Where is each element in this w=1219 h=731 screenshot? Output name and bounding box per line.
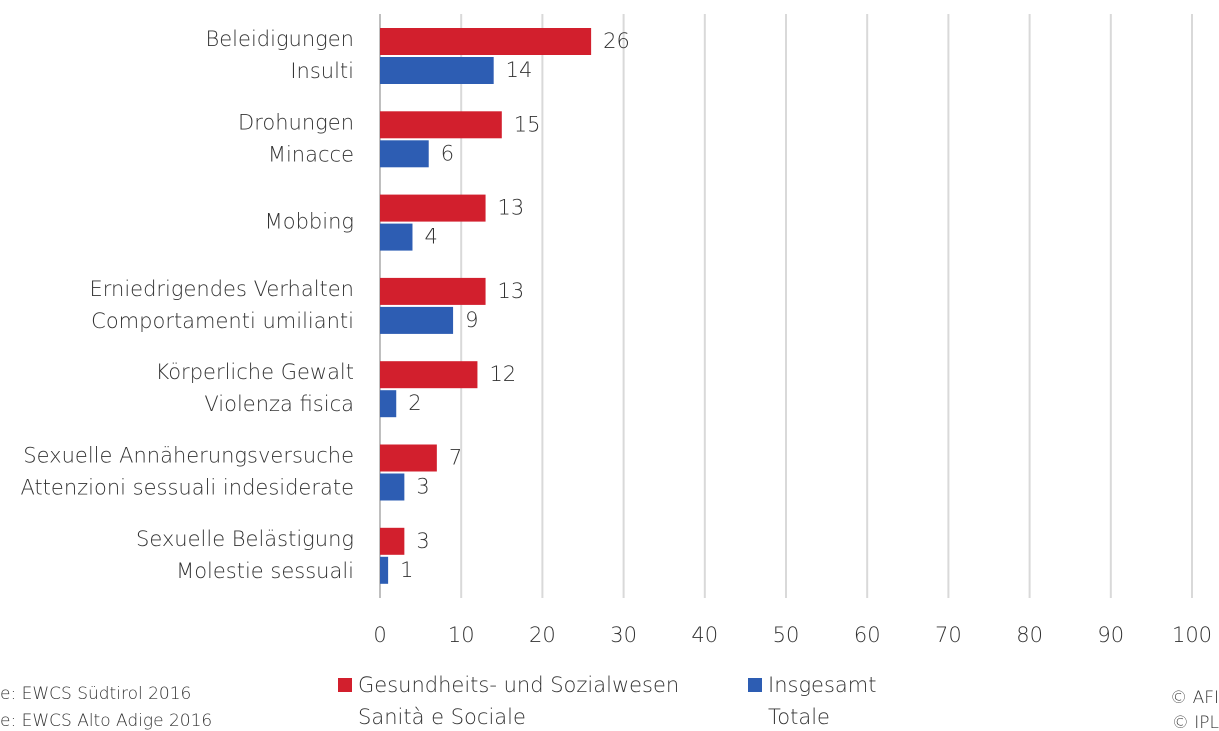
- category-label: Körperliche Gewalt: [155, 360, 354, 384]
- category-label: Sexuelle Belästigung: [136, 527, 354, 551]
- credit: © IPL: [1172, 713, 1219, 731]
- value-label: 12: [489, 362, 516, 386]
- value-label: 9: [465, 308, 478, 332]
- x-tick-label: 10: [448, 623, 475, 647]
- x-tick-label: 20: [529, 623, 556, 647]
- x-tick-label: 70: [935, 623, 962, 647]
- source-note: e: EWCS Südtirol 2016: [0, 684, 191, 704]
- legend-label: Totale: [768, 705, 830, 729]
- legend-label: Insgesamt: [768, 673, 876, 697]
- bar: [380, 527, 405, 555]
- value-label: 1: [400, 558, 413, 582]
- value-label: 15: [514, 112, 541, 136]
- bar: [380, 140, 429, 168]
- bar: [380, 194, 486, 222]
- category-label: Sexuelle Annäherungsversuche: [23, 444, 354, 468]
- value-label: 13: [498, 279, 525, 303]
- source-note: e: EWCS Alto Adige 2016: [0, 711, 212, 731]
- credit: © AFI: [1170, 688, 1219, 708]
- bar: [380, 57, 494, 84]
- category-label: Molestie sessuali: [176, 559, 354, 583]
- value-label: 3: [416, 475, 429, 499]
- value-label: 3: [416, 529, 429, 553]
- bar: [380, 111, 502, 139]
- category-label: Attenzioni sessuali indesiderate: [20, 476, 354, 500]
- x-tick-label: 40: [691, 623, 718, 647]
- x-tick-label: 90: [1097, 623, 1124, 647]
- value-label: 2: [408, 391, 421, 415]
- value-label: 7: [449, 446, 462, 470]
- bar: [380, 473, 405, 501]
- category-label: Drohungen: [238, 110, 354, 134]
- value-label: 6: [441, 141, 454, 165]
- legend-swatch: [748, 678, 762, 692]
- category-label: Comportamenti umilianti: [91, 309, 354, 333]
- value-label: 4: [424, 225, 437, 249]
- category-label: Minacce: [268, 142, 354, 166]
- x-tick-label: 100: [1172, 623, 1212, 647]
- bar: [380, 223, 413, 251]
- legend-label: Sanità e Sociale: [358, 705, 526, 729]
- bar: [380, 390, 397, 418]
- legend-label: Gesundheits- und Sozialwesen: [358, 673, 679, 697]
- x-tick-label: 30: [610, 623, 637, 647]
- category-label: Mobbing: [265, 210, 354, 234]
- value-label: 14: [506, 58, 533, 82]
- category-label: Beleidigungen: [206, 27, 354, 51]
- category-label: Insulti: [290, 59, 354, 83]
- bar: [380, 556, 389, 584]
- bar: [380, 306, 454, 334]
- value-label: 26: [603, 29, 630, 53]
- value-label: 13: [498, 196, 525, 220]
- x-tick-label: 0: [373, 623, 386, 647]
- bar: [380, 361, 478, 389]
- bar: [380, 444, 437, 472]
- bar: [380, 28, 592, 55]
- bar: [380, 277, 486, 305]
- x-tick-label: 50: [773, 623, 800, 647]
- category-label: Violenza fisica: [204, 392, 354, 416]
- category-label: Erniedrigendes Verhalten: [90, 277, 355, 301]
- x-tick-label: 80: [1016, 623, 1043, 647]
- legend-swatch: [338, 678, 352, 692]
- x-tick-label: 60: [854, 623, 881, 647]
